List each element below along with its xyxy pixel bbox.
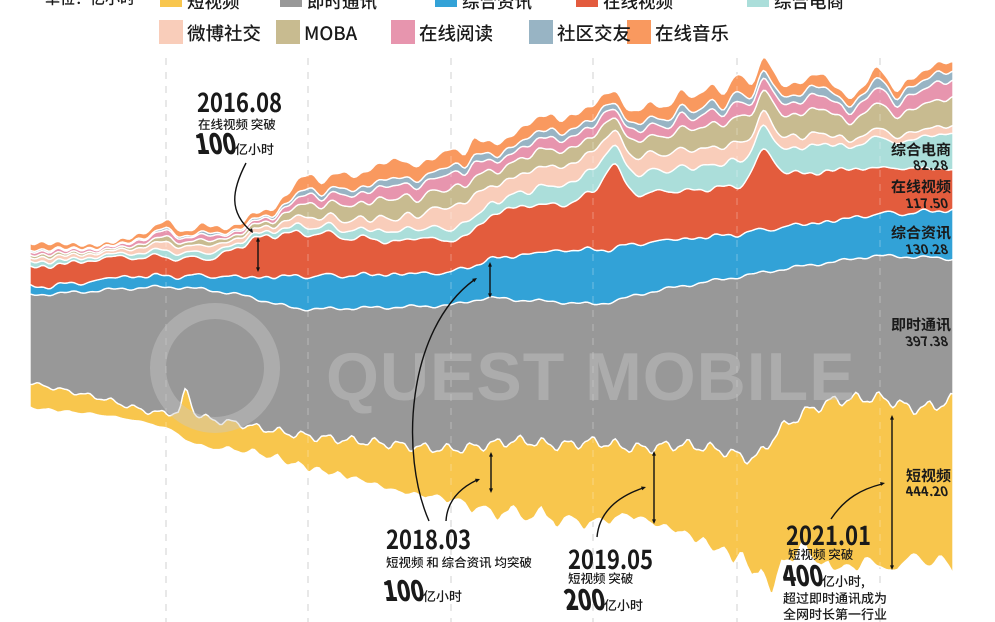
svg-text:QUEST MOBILE: QUEST MOBILE	[326, 339, 856, 415]
